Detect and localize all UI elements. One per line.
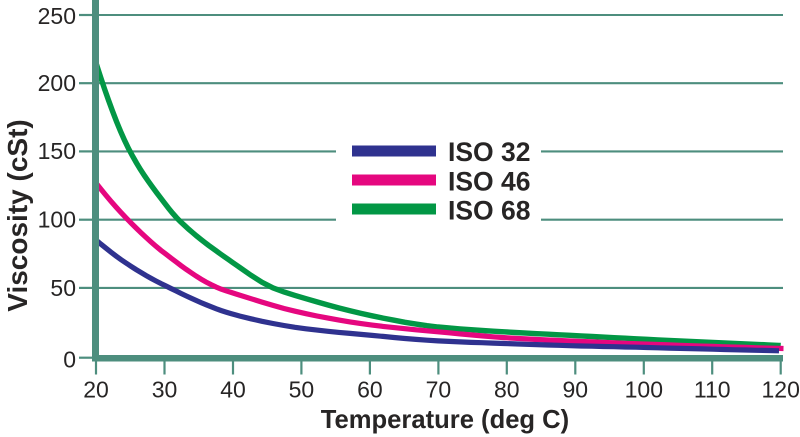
svg-text:50: 50 (50, 275, 76, 301)
svg-text:80: 80 (494, 377, 520, 403)
svg-text:60: 60 (357, 377, 383, 403)
svg-text:90: 90 (563, 377, 589, 403)
svg-text:150: 150 (38, 138, 76, 164)
svg-text:110: 110 (694, 377, 731, 403)
svg-text:Temperature (deg C): Temperature (deg C) (321, 406, 569, 434)
svg-text:200: 200 (38, 70, 76, 96)
svg-text:70: 70 (426, 377, 452, 403)
svg-text:100: 100 (625, 377, 663, 403)
svg-text:ISO 68: ISO 68 (448, 196, 531, 226)
svg-text:ISO 32: ISO 32 (448, 137, 531, 167)
svg-text:100: 100 (38, 207, 76, 233)
svg-text:250: 250 (38, 3, 76, 29)
svg-text:0: 0 (63, 347, 76, 373)
svg-text:30: 30 (152, 377, 178, 403)
svg-text:40: 40 (220, 377, 246, 403)
svg-text:Viscosity (cSt): Viscosity (cSt) (2, 119, 33, 311)
svg-text:ISO 46: ISO 46 (448, 166, 531, 196)
svg-text:50: 50 (289, 377, 315, 403)
svg-text:20: 20 (83, 377, 109, 403)
svg-text:120: 120 (762, 377, 800, 403)
